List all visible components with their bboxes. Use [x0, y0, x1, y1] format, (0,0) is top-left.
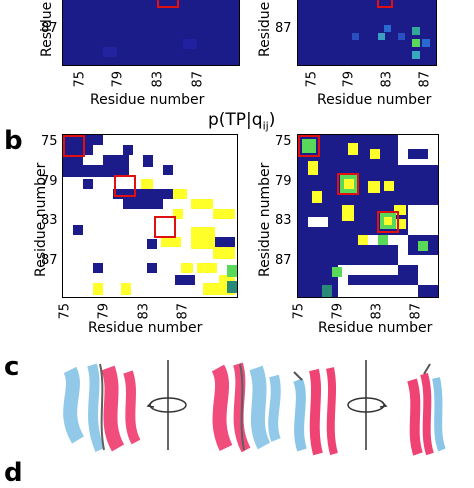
panel-a-right-xlabel: Residue number — [317, 92, 432, 108]
panel-b-right-heatmap — [297, 134, 439, 298]
helix-bundle-2 — [211, 362, 281, 453]
panel-b-letter: b — [4, 126, 23, 156]
panel-b-title-sub: ij — [262, 119, 269, 133]
panel-b-right-ytick: 83 — [275, 213, 292, 228]
helix-bundle-4 — [407, 363, 446, 456]
panel-a-right-heatmap — [297, 0, 437, 66]
panel-b-left-xlabel: Residue number — [88, 320, 203, 336]
panel-a-left-xtick: 75 — [72, 70, 88, 88]
panel-b-right-xtick: 87 — [408, 302, 424, 320]
helix-bundle-3 — [293, 367, 338, 456]
panel-a-left-xlabel: Residue number — [90, 92, 205, 108]
panel-c-letter: c — [4, 352, 20, 382]
panel-b-right-xtick: 83 — [369, 302, 385, 320]
rotation-arrow-icon-1 — [146, 360, 187, 450]
panel-b-title-close: ) — [268, 110, 276, 130]
panel-b-left-ytick: 87 — [41, 253, 58, 268]
panel-a-right-xtick: 75 — [304, 70, 320, 88]
panel-b-left-ytick: 75 — [41, 134, 58, 149]
panel-a-left-xtick: 79 — [110, 70, 126, 88]
panel-a-right-ytick: 87 — [275, 21, 292, 36]
panel-b-right-ytick: 79 — [275, 174, 292, 189]
panel-b-left-xtick: 87 — [175, 302, 191, 320]
panel-a-right-xtick: 83 — [379, 70, 395, 88]
panel-b-left-xtick: 83 — [136, 302, 152, 320]
panel-a-left-heatmap — [62, 0, 240, 66]
panel-c-structure-images — [40, 350, 470, 460]
panel-a-left-xtick: 87 — [190, 70, 206, 88]
panel-b-right-ytick: 75 — [275, 134, 292, 149]
panel-a-right-ylabel: Residue — [257, 1, 273, 57]
panel-d-letter: d — [4, 458, 23, 488]
rotation-arrow-icon-2 — [347, 360, 388, 450]
panel-b-right-xlabel: Residue number — [318, 320, 433, 336]
panel-a-right-xtick: 87 — [417, 70, 433, 88]
panel-b-left-ytick: 83 — [41, 213, 58, 228]
helix-bundle-1 — [63, 363, 141, 452]
panel-b-left-xtick: 75 — [57, 302, 73, 320]
panel-a-right-xtick: 79 — [341, 70, 357, 88]
panel-b-right-xtick: 79 — [330, 302, 346, 320]
panel-b-title-main: p(TP|q — [208, 110, 263, 130]
panel-a-left-ytick: 87 — [41, 21, 58, 36]
panel-b-right-ytick: 87 — [275, 253, 292, 268]
panel-b-title: p(TP|qij) — [208, 110, 275, 132]
panel-b-right-ylabel: Residue number — [257, 162, 273, 277]
panel-b-left-heatmap — [62, 134, 238, 298]
panel-b-right-xtick: 75 — [291, 302, 307, 320]
panel-b-left-xtick: 79 — [96, 302, 112, 320]
panel-a-left-xtick: 83 — [150, 70, 166, 88]
panel-b-left-ytick: 79 — [41, 174, 58, 189]
